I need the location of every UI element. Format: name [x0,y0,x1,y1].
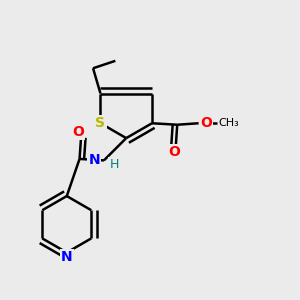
Text: CH₃: CH₃ [218,118,239,128]
Text: O: O [168,146,180,159]
Text: O: O [200,116,212,130]
Text: S: S [95,116,106,130]
Text: N: N [61,250,73,264]
Text: H: H [109,158,119,171]
Text: O: O [72,125,84,139]
Text: N: N [88,153,100,167]
